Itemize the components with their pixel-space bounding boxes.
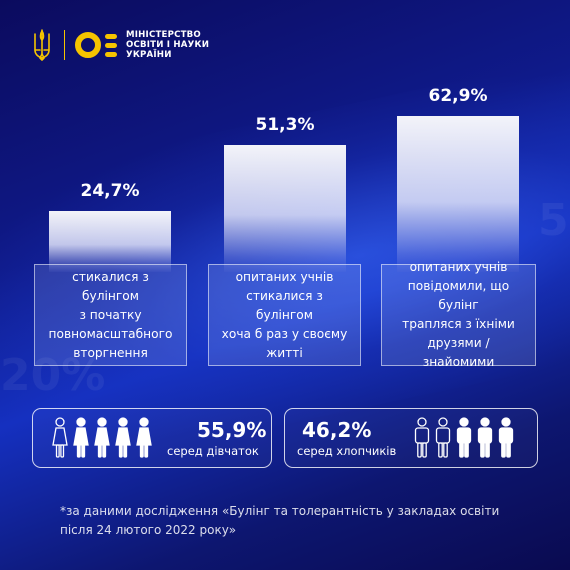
mon-logo-icon [75, 32, 117, 58]
footnote: *за даними дослідження «Булінг та толера… [60, 504, 500, 537]
header-divider [64, 30, 65, 60]
girl-figure-icon [73, 417, 89, 458]
boys-label: серед хлопчиків [297, 444, 397, 458]
boy-figure-icon [477, 417, 493, 458]
boys-percent: 46,2% [302, 418, 372, 442]
girl-figure-icon [52, 417, 68, 458]
bar [397, 116, 519, 272]
bar [49, 211, 171, 272]
bar-value-label: 24,7% [80, 181, 140, 201]
girls-percent: 55,9% [197, 418, 267, 442]
bar-description-card: стикалися з булінгом з початку повномасш… [34, 264, 187, 366]
bar-value-label: 62,9% [428, 86, 488, 106]
bar [224, 145, 346, 272]
girl-figure-icon [115, 417, 131, 458]
girls-figures [51, 417, 153, 459]
boys-stat-box: 46,2% серед хлопчиків [284, 408, 538, 468]
boys-figures [413, 417, 515, 459]
boy-figure-icon [456, 417, 472, 458]
background-number-right: 5 [538, 195, 569, 246]
girl-figure-icon [94, 417, 110, 458]
girl-figure-icon [136, 417, 152, 458]
boy-figure-icon [498, 417, 514, 458]
ministry-name: МІНІСТЕРСТВО ОСВІТИ І НАУКИ УКРАЇНИ [126, 30, 210, 60]
bar-value-label: 51,3% [255, 115, 315, 135]
background-number-left: 20% [0, 350, 106, 401]
girls-stat-box: 55,9% серед дівчаток [32, 408, 272, 468]
trident-icon [34, 29, 50, 61]
girls-label: серед дівчаток [167, 444, 259, 458]
bar-description-card: опитаних учнів повідомили, що булінг тра… [381, 260, 536, 369]
boy-figure-icon [435, 417, 451, 458]
bar-description-card: опитаних учнів стикалися з булінгом хоча… [208, 264, 361, 366]
boy-figure-icon [414, 417, 430, 458]
header: МІНІСТЕРСТВО ОСВІТИ І НАУКИ УКРАЇНИ [32, 26, 209, 64]
